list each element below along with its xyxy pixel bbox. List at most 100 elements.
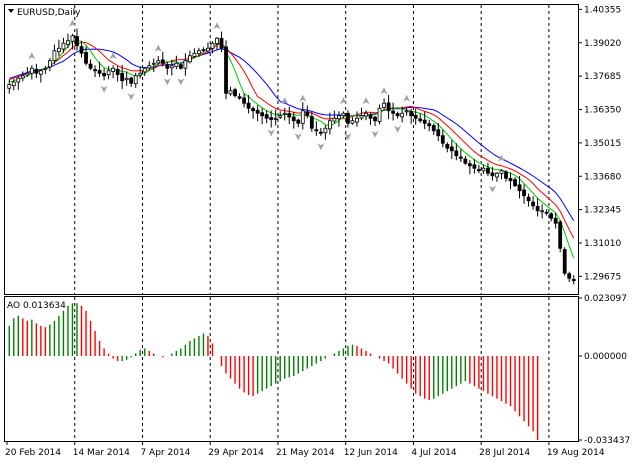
ao-histogram (8, 303, 539, 440)
date-label: 20 Feb 2014 (5, 448, 61, 458)
price-axis[interactable]: 1.40355 1.39020 1.37685 1.36350 1.35015 1.336… (578, 5, 621, 282)
candle-body (463, 158, 468, 164)
candle-body (558, 221, 563, 249)
candle-body (142, 67, 147, 73)
candle-body (269, 117, 274, 120)
candle-body (413, 114, 418, 119)
candle-body (318, 131, 323, 134)
fractal-up-arrow-icon (28, 52, 36, 60)
candle-body (66, 40, 70, 45)
fractal-up-arrow-icon (109, 52, 117, 60)
candle-body (535, 205, 540, 212)
candle-body (436, 129, 441, 137)
date-label: 14 Mar 2014 (73, 448, 130, 458)
candle-body (169, 65, 174, 69)
candle-body (364, 112, 368, 117)
candle-body (495, 172, 499, 178)
ao-level-label: 0.000000 (584, 352, 627, 362)
candle-body (418, 118, 423, 122)
fractal-up-arrow-icon (362, 97, 370, 105)
price-label: 1.32345 (584, 206, 621, 216)
ao-title-text: AO 0.013634 (7, 301, 66, 311)
fractal-up-arrow-icon (403, 94, 411, 102)
candle-body (206, 47, 210, 52)
candle-body (404, 110, 409, 113)
candle-body (368, 114, 373, 119)
fractal-up-arrow-icon (380, 87, 388, 95)
candle-body (88, 63, 93, 69)
candle-body (192, 52, 197, 57)
main-chart-frame (4, 4, 579, 295)
candle-body (129, 77, 134, 84)
candle-body (440, 135, 445, 144)
candle-body (323, 127, 328, 134)
candle-body (201, 49, 206, 51)
price-label: 1.29675 (584, 272, 621, 282)
candle-body (106, 70, 111, 76)
candle-body (391, 110, 396, 114)
price-label: 1.33680 (584, 172, 621, 182)
candle-body (373, 116, 377, 122)
date-label: 21 May 2014 (276, 448, 335, 458)
fractal-down-arrow-icon (267, 129, 275, 137)
candle-body (499, 170, 504, 174)
candle-body (174, 62, 179, 67)
candle-body (445, 144, 450, 149)
fractal-down-arrow-icon (177, 78, 185, 86)
candle-body (183, 60, 188, 69)
candle-body (7, 84, 12, 89)
chart-title-text: EURUSD,Daily (17, 8, 81, 18)
candle-body (29, 67, 34, 74)
candle-body (111, 67, 116, 72)
price-label: 1.35015 (584, 139, 621, 149)
candle-body (490, 172, 495, 177)
time-axis[interactable]: 20 Feb 2014 14 Mar 2014 7 Apr 2014 29 Apr 2… (5, 441, 605, 458)
candle-body (197, 50, 201, 55)
candle-body (70, 35, 75, 42)
candle-body (93, 69, 97, 72)
candle-body (156, 60, 161, 64)
candle-body (355, 117, 359, 123)
candle-body (228, 90, 233, 95)
candle-body (300, 110, 305, 124)
candle-body (178, 64, 183, 69)
date-label: 7 Apr 2014 (140, 448, 190, 458)
candle-body (544, 211, 549, 214)
candle-body (52, 50, 57, 61)
candle-body (246, 102, 251, 109)
candle-body (567, 273, 572, 279)
candle-body (215, 37, 219, 44)
ao-axis[interactable]: 0.023097 0.000000 -0.033437 (578, 294, 630, 446)
dropdown-triangle-icon[interactable] (8, 9, 14, 13)
candle-body (454, 150, 459, 157)
candle-body (187, 55, 192, 63)
candle-body (531, 201, 535, 207)
candle-body (477, 169, 481, 172)
candle-body (472, 164, 477, 169)
candle-body (278, 115, 283, 118)
candle-body (449, 146, 454, 152)
ao-level-label: 0.023097 (584, 294, 627, 304)
fractal-down-arrow-icon (100, 85, 108, 93)
candle-body (327, 120, 332, 130)
candle-body (282, 112, 287, 115)
candle-body (165, 64, 170, 69)
candle-body (210, 42, 215, 49)
candle-body (382, 102, 386, 108)
candle-body (427, 123, 432, 127)
symbol-title[interactable]: EURUSD,Daily (8, 8, 81, 18)
candle-body (291, 116, 296, 122)
candle-body (305, 111, 310, 117)
candle-body (48, 60, 52, 68)
candle-body (11, 81, 16, 87)
candle-body (102, 73, 106, 77)
candle-body (251, 108, 256, 112)
candle-body (34, 68, 39, 74)
fractal-up-arrow-icon (213, 22, 221, 30)
candle-body (486, 167, 490, 174)
candle-body (409, 110, 414, 117)
price-label: 1.36350 (584, 106, 621, 116)
candle-body (219, 37, 224, 49)
candle-body (549, 213, 554, 219)
